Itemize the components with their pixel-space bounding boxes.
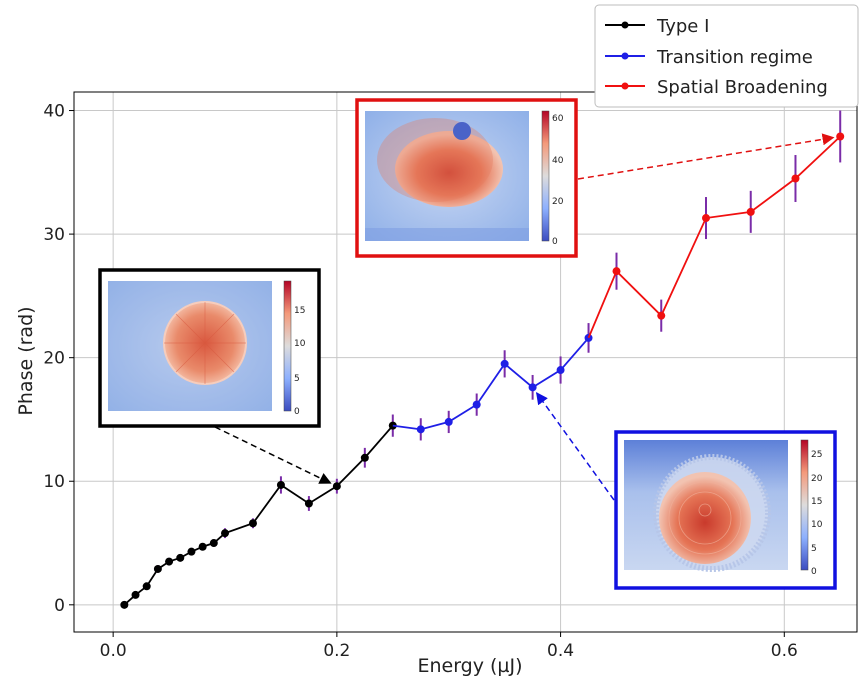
y-tick-label: 20: [43, 349, 65, 369]
colorbar-tick: 0: [294, 407, 300, 417]
legend-label: Spatial Broadening: [657, 77, 828, 98]
colorbar-tick: 15: [811, 497, 822, 507]
legend-item-spatial-broadening: Spatial Broadening: [605, 77, 828, 98]
series-transition-regime: [392, 323, 593, 441]
type-i-arrow: [214, 426, 332, 484]
axes-layer: 0.0 0.2 0.4 0.6 0 10 20 30 40: [43, 91, 858, 661]
data-point: [176, 553, 185, 562]
legend-item-type-i: Type I: [605, 16, 709, 37]
series-spatial-broadening: [587, 110, 845, 339]
colorbar-tick: 20: [552, 197, 564, 207]
data-point: [472, 400, 481, 409]
data-point: [304, 499, 313, 508]
data-point: [142, 582, 151, 591]
inset-arrows: [214, 133, 835, 501]
data-point: [187, 547, 196, 556]
series-type-i: [120, 414, 397, 609]
data-point: [165, 557, 174, 566]
y-tick-label: 30: [43, 225, 65, 245]
data-point: [416, 425, 425, 434]
data-point: [528, 383, 537, 392]
transition-regime-colorbar-ticks: 0 5 10 15 20 25: [811, 450, 823, 577]
legend: Type I Transition regime Spatial Broaden…: [594, 4, 859, 108]
x-axis-label: Energy (µJ): [417, 655, 522, 677]
x-tick-label: 0.6: [771, 641, 798, 661]
colorbar-tick: 25: [811, 450, 822, 460]
plot-frame: [73, 91, 858, 633]
data-point: [332, 482, 341, 491]
series-line: [123, 425, 394, 606]
data-point: [444, 417, 453, 426]
legend-label: Type I: [656, 16, 709, 37]
x-tick-label: 0.4: [547, 641, 574, 661]
colorbar-tick: 15: [294, 306, 305, 316]
colorbar-tick: 10: [294, 339, 306, 349]
series-line: [587, 135, 841, 339]
type-i-inset: 0 5 10 15: [98, 268, 321, 428]
data-point: [131, 590, 140, 599]
spatial-broadening-arrow: [577, 133, 835, 180]
legend-label: Transition regime: [656, 47, 813, 68]
colorbar-tick: 40: [552, 156, 564, 166]
y-tick-label: 40: [43, 102, 65, 122]
data-point: [500, 359, 509, 368]
transition-regime-inset: 0 5 10 15 20 25: [614, 430, 837, 590]
data-point: [556, 366, 565, 375]
x-tick-label: 0.2: [323, 641, 350, 661]
data-point: [221, 529, 230, 538]
colorbar-tick: 5: [294, 374, 300, 384]
data-point: [120, 600, 129, 609]
data-point: [836, 132, 845, 141]
colorbar-tick: 0: [811, 567, 817, 577]
y-axis-label: Phase (rad): [15, 306, 37, 415]
colorbar-tick: 10: [811, 520, 823, 530]
data-point: [612, 267, 621, 276]
y-tick-label: 0: [54, 596, 65, 616]
data-point: [746, 207, 755, 216]
data-point: [198, 542, 207, 551]
spatial-broadening-colorbar-ticks: 0 20 40 60: [552, 114, 564, 247]
data-point: [701, 214, 710, 223]
spatial-broadening-inset: 0 20 40 60: [355, 98, 578, 258]
colorbar-tick: 60: [552, 114, 564, 124]
colorbar-tick: 5: [811, 544, 817, 554]
data-point: [657, 311, 666, 320]
legend-item-transition-regime: Transition regime: [605, 47, 813, 68]
data-point: [791, 174, 800, 183]
transition-regime-arrow: [536, 392, 615, 501]
data-point: [276, 480, 285, 489]
data-point: [360, 453, 369, 462]
colorbar-tick: 20: [811, 474, 823, 484]
x-tick-label: 0.0: [100, 641, 127, 661]
data-point: [209, 539, 218, 548]
series-layer: [120, 110, 845, 609]
data-point: [153, 564, 162, 573]
y-tick-label: 10: [43, 472, 65, 492]
data-point: [248, 519, 257, 528]
colorbar-tick: 0: [552, 237, 558, 247]
type-i-colorbar-ticks: 0 5 10 15: [294, 306, 306, 417]
series-line: [392, 337, 590, 431]
